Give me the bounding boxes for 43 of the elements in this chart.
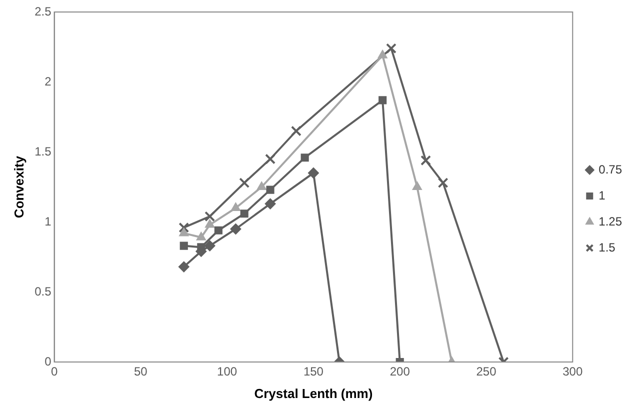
y-tick-label: 0 xyxy=(44,354,52,368)
x-tick-label: 300 xyxy=(562,364,583,379)
y-tick-label: 2.5 xyxy=(34,4,52,18)
point xyxy=(178,261,190,272)
point xyxy=(230,224,242,234)
point xyxy=(240,210,248,218)
point xyxy=(420,155,432,166)
y-axis-title: Convexity xyxy=(11,155,26,218)
point xyxy=(266,186,274,194)
point xyxy=(204,240,216,252)
y-tick-label: 1 xyxy=(44,214,52,228)
x-tick-label: 250 xyxy=(476,364,497,379)
point xyxy=(204,211,216,222)
x-tick-label: 100 xyxy=(217,364,238,379)
point xyxy=(300,154,309,162)
legend-label: 1.5 xyxy=(598,240,616,254)
point xyxy=(438,178,448,188)
x-tick-label: 50 xyxy=(134,364,148,379)
point xyxy=(204,219,215,228)
legend-label: 0.75 xyxy=(598,162,622,176)
x-tick-label: 150 xyxy=(303,364,324,379)
point xyxy=(264,198,276,210)
point xyxy=(180,242,188,250)
point xyxy=(378,96,387,104)
point xyxy=(230,202,241,211)
legend-label: 1.25 xyxy=(598,214,622,228)
x-tick-label: 200 xyxy=(390,364,410,379)
point xyxy=(308,168,319,178)
point xyxy=(179,228,189,236)
point xyxy=(256,182,266,190)
point xyxy=(265,154,276,164)
point xyxy=(196,232,206,240)
legend-label: 1 xyxy=(598,188,606,202)
point xyxy=(239,178,250,188)
y-tick-label: 1.5 xyxy=(34,144,52,158)
point xyxy=(178,222,190,233)
x-axis-title: Crystal Lenth (mm) xyxy=(254,386,373,401)
point xyxy=(412,182,422,190)
y-tick-label: 0.5 xyxy=(34,284,52,298)
point xyxy=(214,226,222,234)
point xyxy=(386,43,396,54)
point xyxy=(290,126,302,136)
y-tick-label: 2 xyxy=(44,74,52,88)
